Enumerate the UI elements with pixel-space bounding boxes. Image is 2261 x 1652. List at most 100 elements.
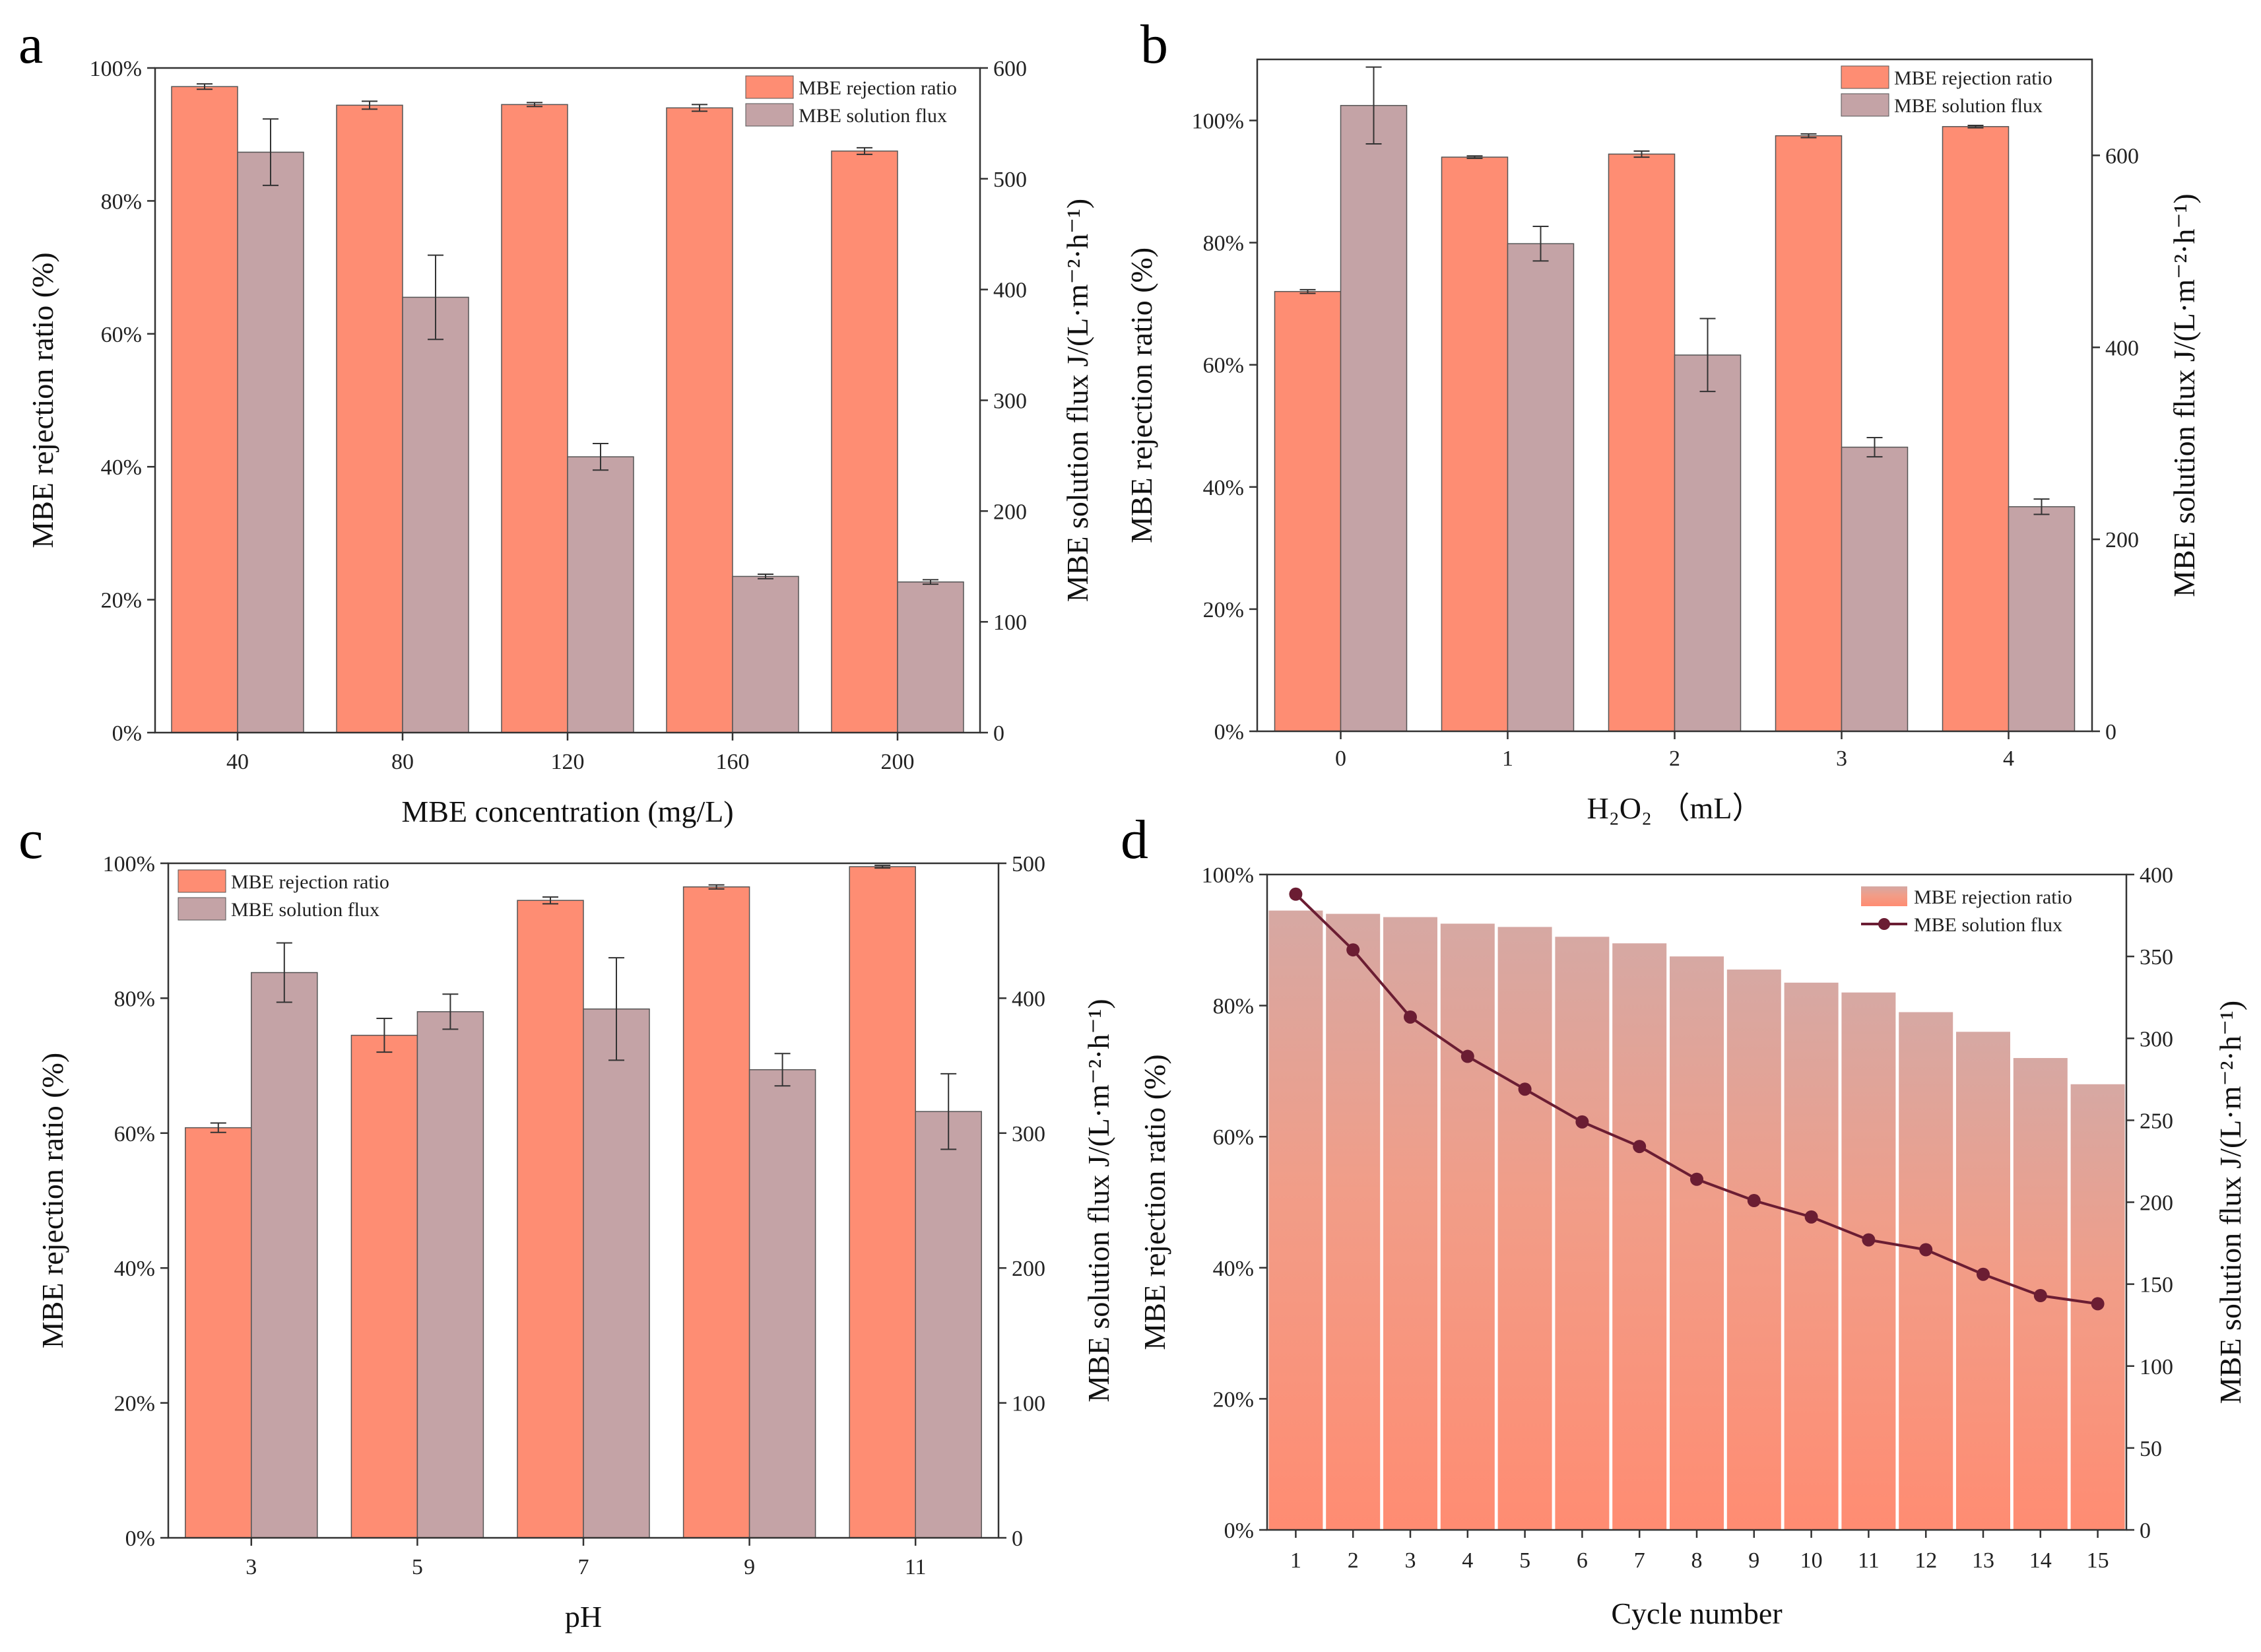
legend-swatch-rejection bbox=[745, 75, 794, 99]
right-tick-label: 100 bbox=[1012, 1392, 1045, 1416]
flux-bar bbox=[402, 296, 469, 733]
x-axis-title: Cycle number bbox=[1611, 1597, 1782, 1630]
panel-d: d 0% 20% 40% 60% 80% 100% 0 50 100 150 200 250 300 350… bbox=[1121, 809, 2247, 1630]
panel-a: a 0% 20% 40% 60% 80% 100% 0 100 200 300 400 500 600 40… bbox=[18, 14, 1094, 828]
rejection-bar bbox=[1326, 913, 1381, 1530]
rejection-bar bbox=[1268, 910, 1323, 1530]
left-tick-label: 80% bbox=[1213, 995, 1254, 1019]
right-tick-label: 600 bbox=[2105, 144, 2139, 168]
rejection-error-bar bbox=[1967, 124, 1984, 129]
rejection-bar bbox=[1497, 927, 1552, 1530]
flux-bar bbox=[583, 1008, 650, 1538]
flux-error-bar bbox=[2033, 498, 2050, 515]
left-tick-label: 20% bbox=[1203, 598, 1244, 622]
left-tick-label: 0% bbox=[1214, 720, 1244, 744]
legend-label-rejection: MBE rejection ratio bbox=[231, 871, 389, 893]
flux-error-bar bbox=[593, 442, 608, 471]
x-tick-label: 2 bbox=[1669, 746, 1680, 771]
panel-b: b 0% 20% 40% 60% 80% 100% 0 200 400 600 0 1 2 3 4 H₂O₂ （… bbox=[1125, 14, 2201, 825]
left-axis-title: MBE rejection ratio (%) bbox=[36, 1053, 69, 1348]
rejection-bar bbox=[336, 104, 403, 733]
rejection-bar bbox=[1612, 943, 1667, 1530]
left-tick-label: 100% bbox=[90, 57, 142, 81]
flux-point bbox=[1289, 887, 1303, 901]
rejection-bar bbox=[350, 1034, 418, 1538]
legend-label-flux: MBE solution flux bbox=[231, 899, 379, 921]
rejection-error-bar bbox=[210, 1122, 226, 1133]
x-tick-label: 8 bbox=[1691, 1548, 1703, 1573]
left-tick-label: 60% bbox=[1213, 1125, 1254, 1150]
left-tick-label: 0% bbox=[1224, 1519, 1254, 1543]
x-tick-label: 5 bbox=[412, 1555, 423, 1579]
left-tick-label: 60% bbox=[1203, 354, 1244, 378]
right-tick-label: 300 bbox=[2140, 1027, 2173, 1051]
left-tick-label: 80% bbox=[101, 189, 142, 214]
left-tick-label: 0% bbox=[125, 1527, 155, 1551]
flux-bar bbox=[897, 581, 964, 733]
rejection-error-bar bbox=[857, 147, 872, 155]
rejection-bar bbox=[1555, 937, 1610, 1530]
x-tick-label: 160 bbox=[716, 750, 750, 774]
legend: MBE rejection ratio MBE solution flux bbox=[178, 869, 389, 921]
x-tick-label: 12 bbox=[1915, 1548, 1937, 1573]
flux-bar bbox=[251, 972, 318, 1538]
x-tick-label: 200 bbox=[881, 750, 915, 774]
x-tick-label: 13 bbox=[1972, 1548, 1994, 1573]
panels: a0%20%40%60%80%100%010020030040050060040… bbox=[18, 14, 2247, 1634]
legend-label-rejection: MBE rejection ratio bbox=[1914, 886, 2072, 908]
flux-error-bar bbox=[442, 993, 459, 1030]
panel-letter: c bbox=[18, 809, 43, 871]
right-tick-label: 400 bbox=[2140, 863, 2173, 888]
right-tick-label: 300 bbox=[1012, 1122, 1045, 1146]
flux-point bbox=[1919, 1243, 1933, 1257]
flux-point bbox=[1346, 943, 1360, 957]
rejection-error-bar bbox=[197, 83, 213, 90]
panel-letter: a bbox=[18, 14, 43, 75]
x-tick-label: 2 bbox=[1348, 1548, 1359, 1573]
panel-letter: d bbox=[1121, 809, 1148, 871]
x-tick-label: 120 bbox=[551, 750, 585, 774]
flux-point bbox=[1575, 1115, 1589, 1129]
rejection-bar bbox=[1383, 917, 1437, 1530]
left-tick-label: 40% bbox=[101, 455, 142, 480]
rejection-bar bbox=[1274, 290, 1342, 732]
legend-label-flux: MBE solution flux bbox=[1894, 95, 2043, 117]
x-tick-label: 10 bbox=[1800, 1548, 1823, 1573]
legend-swatch-rejection bbox=[1861, 886, 1907, 906]
right-axis-title: MBE solution flux J/(L·m⁻²·h⁻¹) bbox=[1082, 999, 1115, 1403]
legend: MBE rejection ratio MBE solution flux bbox=[1861, 886, 2072, 936]
rejection-bar bbox=[501, 104, 568, 733]
flux-bar bbox=[732, 576, 799, 733]
x-tick-label: 5 bbox=[1519, 1548, 1530, 1573]
right-tick-label: 400 bbox=[993, 279, 1027, 303]
x-tick-label: 3 bbox=[246, 1555, 257, 1579]
right-tick-label: 400 bbox=[2105, 336, 2139, 360]
rejection-bar bbox=[185, 1127, 252, 1538]
legend-swatch-flux bbox=[178, 897, 226, 921]
rejection-error-bar bbox=[708, 884, 725, 890]
flux-error-bar bbox=[1699, 317, 1716, 393]
flux-error-bar bbox=[1365, 66, 1382, 145]
left-tick-label: 80% bbox=[114, 987, 155, 1011]
legend: MBE rejection ratio MBE solution flux bbox=[745, 75, 957, 127]
legend-label-flux: MBE solution flux bbox=[799, 105, 947, 127]
flux-error-bar bbox=[276, 942, 292, 1003]
rejection-error-bar bbox=[1800, 133, 1817, 139]
right-tick-label: 100 bbox=[993, 611, 1027, 635]
x-tick-label: 9 bbox=[744, 1555, 755, 1579]
x-tick-label: 4 bbox=[2003, 746, 2014, 771]
flux-bar bbox=[237, 151, 304, 733]
left-tick-label: 100% bbox=[1202, 863, 1254, 888]
right-axis-title: MBE solution flux J/(L·m⁻²·h⁻¹) bbox=[2167, 193, 2201, 597]
legend-swatch-rejection bbox=[1841, 65, 1889, 89]
x-axis-title: pH bbox=[565, 1600, 602, 1634]
x-tick-label: 0 bbox=[1335, 746, 1346, 771]
flux-bar bbox=[915, 1111, 982, 1538]
x-tick-label: 11 bbox=[905, 1555, 927, 1579]
rejection-error-bar bbox=[376, 1018, 393, 1053]
right-tick-label: 400 bbox=[1012, 987, 1045, 1011]
rejection-error-bar bbox=[527, 102, 542, 108]
rejection-bar bbox=[1841, 992, 1896, 1530]
right-tick-label: 0 bbox=[2140, 1519, 2151, 1543]
right-tick-label: 300 bbox=[993, 389, 1027, 414]
